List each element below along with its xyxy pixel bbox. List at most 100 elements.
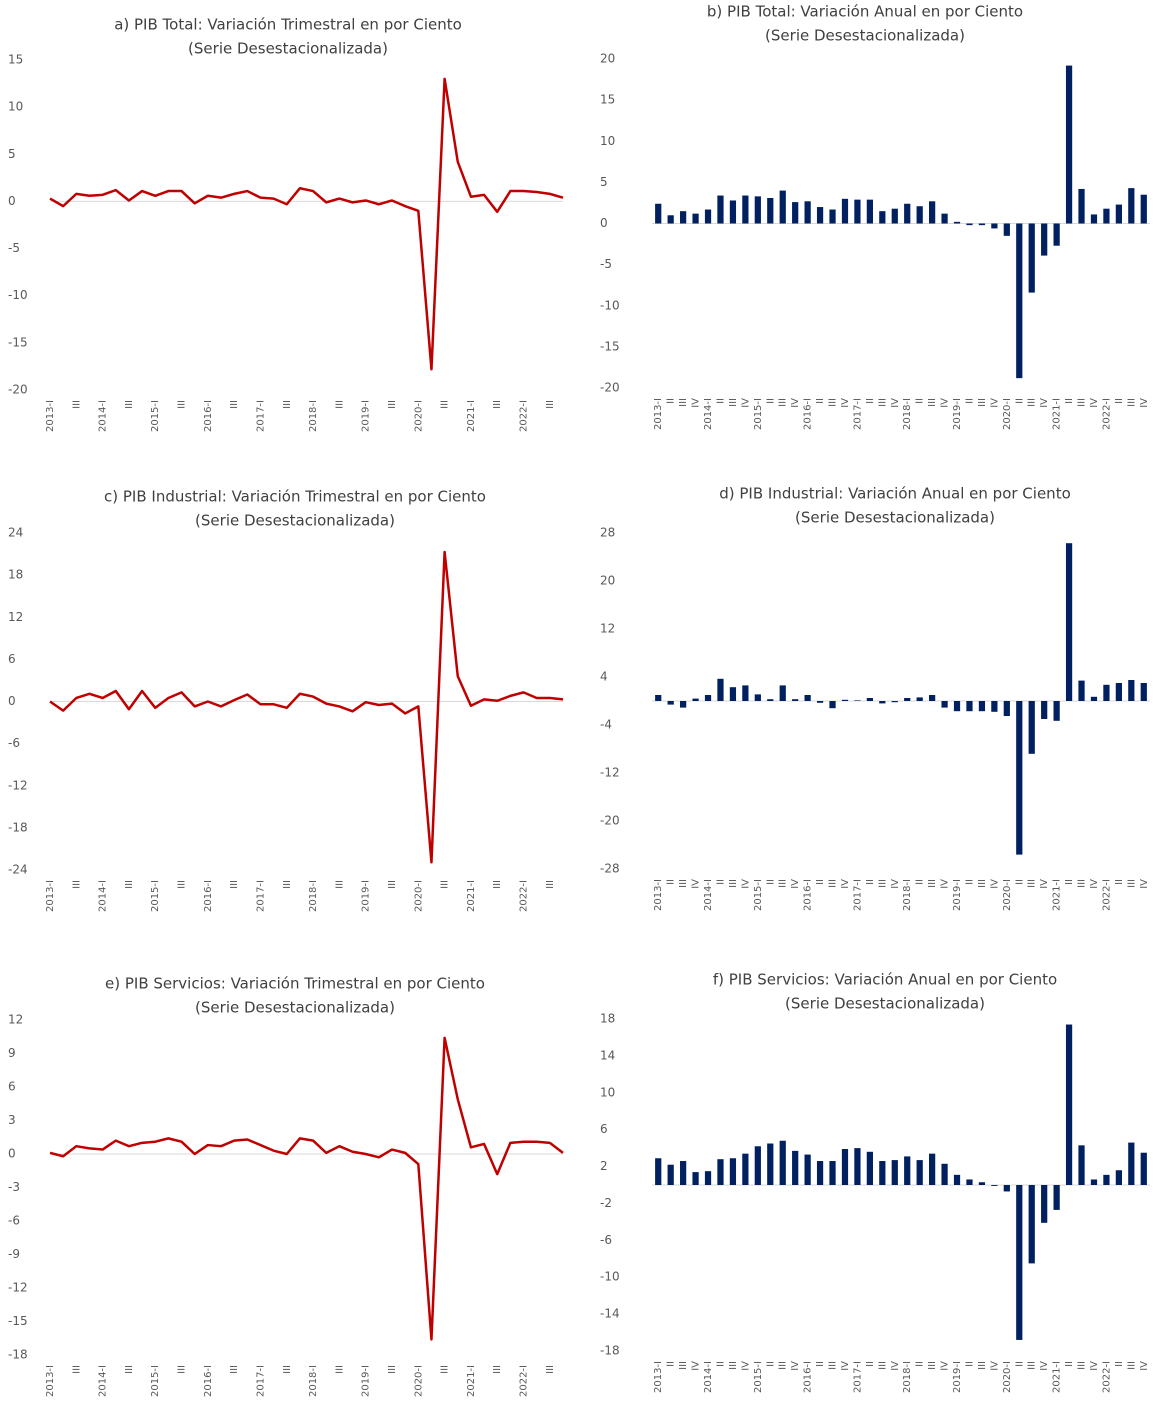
y-tick-label: -10: [8, 288, 28, 302]
y-tick-label: -15: [8, 335, 28, 349]
x-tick-label: 2014-I: [703, 1361, 714, 1393]
y-tick-label: -12: [8, 778, 28, 792]
x-tick-label: IV: [740, 398, 751, 408]
bar: [1115, 683, 1122, 701]
x-tick-label: 2015-I: [150, 880, 161, 912]
x-tick-label: III: [678, 398, 689, 407]
bar: [879, 1161, 886, 1185]
bar: [1016, 223, 1023, 379]
x-tick-label: III: [177, 1365, 188, 1374]
x-tick-label: III: [877, 398, 888, 407]
x-tick-label: 2021-I: [1052, 398, 1063, 430]
x-tick-label: IV: [1139, 879, 1150, 889]
bar: [792, 202, 799, 224]
x-tick-label: II: [715, 1361, 726, 1367]
x-tick-label: 2016-I: [203, 880, 214, 912]
bar: [978, 1182, 986, 1185]
bar: [1078, 680, 1085, 701]
x-tick-label: II: [964, 879, 975, 885]
x-tick-label: IV: [940, 1361, 951, 1371]
bar: [1128, 680, 1135, 701]
chart-subtitle: (Serie Desestacionalizada): [195, 999, 395, 1017]
x-tick-label: III: [728, 1361, 739, 1370]
bar: [779, 190, 786, 224]
x-tick-label: III: [124, 400, 135, 409]
x-tick-label: III: [124, 1365, 135, 1374]
x-tick-label: II: [815, 879, 826, 885]
x-tick-label: II: [666, 1361, 677, 1367]
bar: [879, 701, 886, 704]
x-tick-label: II: [715, 879, 726, 885]
chart-subtitle: (Serie Desestacionalizada): [188, 40, 388, 58]
x-tick-label: IV: [890, 398, 901, 408]
x-tick-label: II: [1064, 398, 1075, 404]
bar: [1065, 65, 1073, 224]
x-tick-label: III: [828, 879, 839, 888]
x-tick-label: III: [71, 1365, 82, 1374]
x-tick-label: III: [877, 1361, 888, 1370]
bar: [754, 694, 761, 701]
line-series: [49, 77, 564, 371]
x-tick-label: 2017-I: [255, 1365, 266, 1397]
bar: [866, 199, 873, 224]
bar: [767, 1143, 774, 1185]
bar: [904, 203, 911, 224]
bar: [953, 701, 961, 712]
x-tick-label: III: [778, 879, 789, 888]
x-tick-label: 2017-I: [255, 880, 266, 912]
bar: [1140, 194, 1147, 224]
x-tick-label: II: [715, 398, 726, 404]
x-tick-label: 2015-I: [753, 1361, 764, 1393]
x-tick-label: 2015-I: [753, 879, 764, 911]
x-tick-label: 2014-I: [98, 1365, 109, 1397]
x-tick-label: 2021-I: [1052, 879, 1063, 911]
x-tick-label: 2020-I: [413, 1365, 424, 1397]
x-tick-label: IV: [790, 879, 801, 889]
x-tick-label: IV: [1139, 398, 1150, 408]
x-tick-label: 2022-I: [519, 1365, 530, 1397]
bar: [1065, 543, 1073, 701]
y-tick-label: -18: [600, 1344, 620, 1358]
x-tick-label: II: [1014, 398, 1025, 404]
y-tick-label: -15: [8, 1314, 28, 1328]
y-tick-label: 14: [600, 1048, 615, 1062]
y-tick-label: -6: [8, 736, 20, 750]
bar: [655, 695, 662, 701]
y-tick-label: -15: [600, 339, 620, 353]
y-tick-label: 5: [8, 147, 16, 161]
chart-title: a) PIB Total: Variación Trimestral en po…: [114, 16, 462, 34]
x-tick-label: 2020-I: [1002, 398, 1013, 430]
bar: [717, 195, 724, 224]
x-tick-label: 2015-I: [753, 398, 764, 430]
bar: [891, 208, 898, 224]
x-tick-label: III: [492, 1365, 503, 1374]
bar: [854, 700, 861, 701]
x-tick-label: II: [915, 398, 926, 404]
x-tick-label: III: [124, 880, 135, 889]
bar: [904, 1156, 911, 1185]
bar: [1140, 683, 1147, 701]
bar: [1016, 1185, 1023, 1340]
x-tick-label: III: [492, 880, 503, 889]
bar: [829, 701, 836, 709]
x-tick-label: II: [765, 879, 776, 885]
bar: [941, 1163, 948, 1185]
bar: [966, 1179, 973, 1185]
x-tick-label: 2017-I: [255, 400, 266, 432]
x-tick-label: 2013-I: [45, 1365, 56, 1397]
x-tick-label: III: [282, 400, 293, 409]
bar: [816, 1161, 824, 1185]
x-tick-label: II: [865, 879, 876, 885]
y-tick-label: -12: [8, 1281, 28, 1295]
x-tick-label: III: [927, 398, 938, 407]
x-tick-label: IV: [790, 1361, 801, 1371]
bar: [680, 701, 687, 708]
x-tick-label: III: [440, 400, 451, 409]
y-tick-label: 5: [600, 175, 608, 189]
y-tick-label: -6: [8, 1214, 20, 1228]
x-tick-label: 2014-I: [98, 400, 109, 432]
bar: [854, 199, 861, 224]
x-tick-label: 2016-I: [203, 400, 214, 432]
x-tick-label: 2015-I: [150, 400, 161, 432]
